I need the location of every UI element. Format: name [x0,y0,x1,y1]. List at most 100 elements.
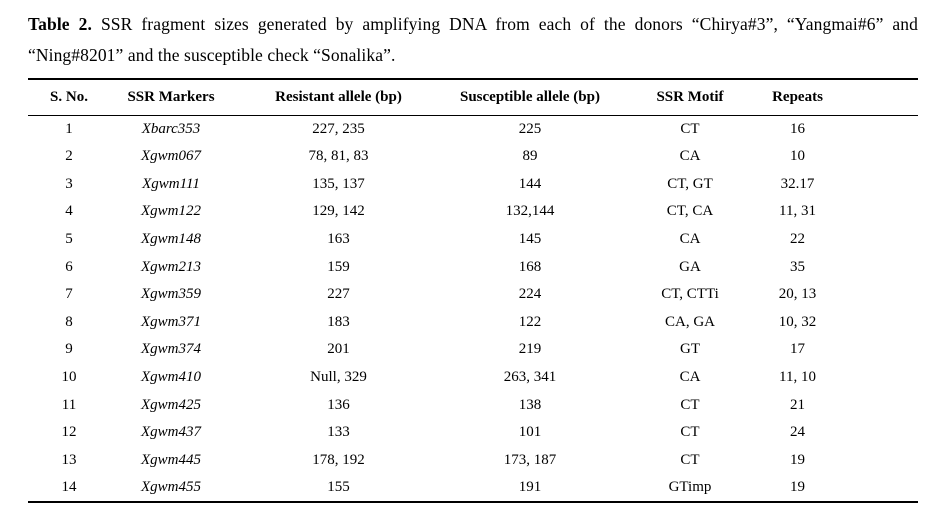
cell-sno: 12 [61,424,77,441]
cell-resistant-allele: 136 [327,396,350,413]
cell-ssr-motif: GTimp [668,479,712,496]
cell-sno: 3 [65,175,73,192]
cell-sno: 7 [65,286,73,303]
cell-ssr-marker: Xgwm359 [141,286,201,303]
cell-sno: 6 [65,258,73,275]
caption-text: SSR fragment sizes generated by amplifyi… [28,14,918,65]
cell-repeats: 32.17 [780,175,815,192]
cell-ssr-motif: CA [679,369,701,386]
cell-ssr-motif: CT, CA [666,203,714,220]
cell-ssr-motif: CT, GT [667,175,713,192]
cell-sno: 8 [65,313,73,330]
cell-spacer [830,474,918,502]
cell-ssr-marker: Xgwm371 [141,313,201,330]
cell-spacer [830,170,918,198]
cell-spacer [830,281,918,309]
cell-spacer [830,391,918,419]
table-row: 6 Xgwm213 159 168 GA 35 [28,253,918,281]
cell-susceptible-allele: 224 [518,286,542,303]
cell-resistant-allele: 227 [327,286,350,303]
cell-sno: 11 [61,396,77,413]
cell-spacer [830,447,918,475]
table-row: 5 Xgwm148 163 145 CA 22 [28,226,918,254]
cell-susceptible-allele: 191 [518,479,542,496]
table-row: 1 Xbarc353 227, 235 225 CT 16 [28,115,918,143]
table-row: 11 Xgwm425 136 138 CT 21 [28,391,918,419]
cell-ssr-marker: Xgwm425 [141,396,201,413]
cell-ssr-motif: CT [680,452,700,468]
cell-spacer [830,198,918,226]
header-ssr-motif: SSR Motif [615,79,765,116]
cell-resistant-allele: 135, 137 [312,175,365,192]
cell-sno: 4 [65,203,73,220]
cell-susceptible-allele: 122 [518,313,542,330]
cell-susceptible-allele: 225 [518,120,542,137]
cell-repeats: 11, 10 [779,369,816,386]
cell-repeats: 10 [790,147,805,164]
cell-spacer [830,226,918,254]
cell-sno: 5 [65,230,73,247]
cell-sno: 10 [61,369,77,386]
cell-resistant-allele: 155 [327,479,350,496]
ssr-fragment-table: S. No. SSR Markers Resistant allele (bp)… [28,78,918,503]
cell-resistant-allele: Null, 329 [310,369,367,386]
cell-ssr-motif: GA [679,258,701,275]
cell-resistant-allele: 129, 142 [312,203,365,220]
cell-spacer [830,364,918,392]
cell-spacer [830,253,918,281]
cell-ssr-motif: CA [679,230,701,247]
cell-spacer [830,115,918,143]
cell-susceptible-allele: 138 [518,396,542,413]
cell-ssr-marker: Xgwm410 [141,369,201,386]
cell-ssr-motif: CA [679,147,701,164]
header-susceptible-allele: Susceptible allele (bp) [445,79,615,116]
header-repeats: Repeats [765,79,830,116]
table-row: 7 Xgwm359 227 224 CT, CTTi 20, 13 [28,281,918,309]
header-ssr-markers: SSR Markers [110,79,232,116]
cell-susceptible-allele: 173, 187 [503,452,557,468]
cell-ssr-marker: Xgwm445 [141,452,201,468]
cell-resistant-allele: 159 [327,258,350,275]
cell-ssr-marker: Xgwm111 [142,175,200,192]
cell-susceptible-allele: 263, 341 [503,369,557,386]
cell-ssr-marker: Xgwm437 [141,424,201,441]
cell-ssr-motif: CA, GA [664,313,715,330]
cell-susceptible-allele: 168 [518,258,542,275]
table-caption: Table 2. SSR fragment sizes generated by… [28,9,918,71]
cell-sno: 14 [61,479,77,496]
cell-resistant-allele: 178, 192 [312,452,365,468]
header-resistant-allele: Resistant allele (bp) [232,79,445,116]
cell-ssr-marker: Xgwm374 [141,341,201,358]
header-spacer [830,79,918,116]
cell-ssr-motif: CT, CTTi [661,286,719,303]
cell-ssr-marker: Xgwm067 [141,147,201,164]
cell-susceptible-allele: 145 [518,230,542,247]
header-row: S. No. SSR Markers Resistant allele (bp)… [28,79,918,116]
table-row: 8 Xgwm371 183 122 CA, GA 10, 32 [28,308,918,336]
cell-susceptible-allele: 89 [522,147,538,164]
table-row: 14 Xgwm455 155 191 GTimp 19 [28,474,918,502]
cell-repeats: 24 [790,424,805,441]
table-row: 3 Xgwm111 135, 137 144 CT, GT 32.17 [28,170,918,198]
cell-repeats: 10, 32 [778,313,817,330]
cell-repeats: 17 [790,341,805,358]
cell-sno: 13 [61,452,77,468]
cell-resistant-allele: 163 [327,230,350,247]
cell-ssr-marker: Xgwm148 [141,230,201,247]
cell-resistant-allele: 227, 235 [312,120,365,137]
cell-susceptible-allele: 219 [518,341,542,358]
table-header: S. No. SSR Markers Resistant allele (bp)… [28,79,918,116]
cell-sno: 1 [65,120,73,137]
cell-ssr-marker: Xgwm455 [141,479,201,496]
page: Table 2. SSR fragment sizes generated by… [28,9,918,503]
cell-resistant-allele: 133 [327,424,350,441]
cell-resistant-allele: 183 [327,313,350,330]
cell-sno: 9 [65,341,73,358]
cell-repeats: 22 [790,230,805,247]
cell-resistant-allele: 78, 81, 83 [308,147,369,164]
header-sno: S. No. [28,79,110,116]
table-row: 4 Xgwm122 129, 142 132,144 CT, CA 11, 31 [28,198,918,226]
cell-repeats: 16 [790,120,805,137]
table-row: 9 Xgwm374 201 219 GT 17 [28,336,918,364]
cell-repeats: 19 [790,452,805,468]
